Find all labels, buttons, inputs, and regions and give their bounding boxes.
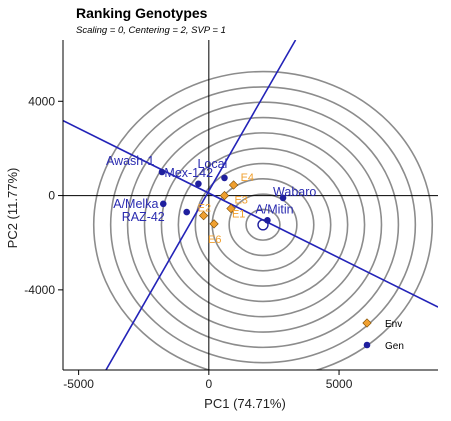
x-axis-label: PC1 (74.71%): [204, 396, 286, 411]
concentric-circle: [228, 193, 298, 257]
y-tick-label: 4000: [28, 94, 55, 108]
gen-label: RAZ-42: [122, 210, 165, 224]
gen-label: Mex-142: [164, 166, 213, 180]
x-tick-label: -5000: [63, 377, 94, 391]
legend: Env Gen: [362, 318, 404, 352]
ideal-point-marker: [257, 219, 269, 231]
x-tick-label: 5000: [326, 377, 353, 391]
env-point: [228, 180, 239, 190]
axis-line: [105, 40, 297, 370]
chart-title: Ranking Genotypes: [76, 5, 208, 21]
chart-subtitle: Scaling = 0, Centering = 2, SVP = 1: [76, 25, 226, 36]
concentric-circle: [143, 116, 383, 333]
concentric-circle: [126, 101, 400, 349]
y-axis-label: PC2 (11.77%): [5, 168, 20, 249]
env-point: [226, 203, 236, 214]
gen-label: Wabaro: [273, 185, 316, 199]
gen-point: [183, 208, 190, 216]
env-point: [209, 219, 219, 229]
gen-point: [279, 194, 287, 202]
y-tick-label: -4000: [24, 283, 55, 297]
env-point: [219, 190, 230, 201]
gen-label: A/Mitin: [255, 202, 293, 216]
legend-gen-marker: [363, 341, 371, 349]
gen-label: Local: [197, 157, 227, 171]
concentric-circle: [92, 70, 434, 370]
concentric-circle: [194, 162, 332, 287]
axis-line: [63, 119, 438, 308]
gen-point: [221, 174, 228, 182]
gen-point: [264, 217, 271, 224]
legend-entry-label: Gen: [385, 341, 404, 352]
gen-point: [158, 168, 166, 176]
env-point: [199, 210, 209, 221]
env-label: E3: [234, 195, 247, 207]
env-label: E2: [198, 203, 211, 215]
concentric-circle: [177, 147, 349, 303]
x-tick-label: 0: [205, 377, 212, 391]
y-tick-label: 0: [48, 189, 55, 203]
legend-entry-label: Env: [385, 319, 402, 330]
env-label: E1: [232, 209, 245, 221]
env-label: E6: [208, 234, 221, 246]
gen-point: [159, 200, 167, 208]
env-label: E4: [241, 172, 254, 184]
legend-env-marker: [362, 318, 372, 328]
concentric-circle: [245, 208, 281, 241]
gen-label: A/Melka: [113, 197, 158, 211]
concentric-circle: [109, 86, 417, 364]
gen-point: [195, 180, 202, 188]
gen-label: Awash-1: [106, 154, 154, 168]
concentric-circle: [160, 132, 366, 318]
